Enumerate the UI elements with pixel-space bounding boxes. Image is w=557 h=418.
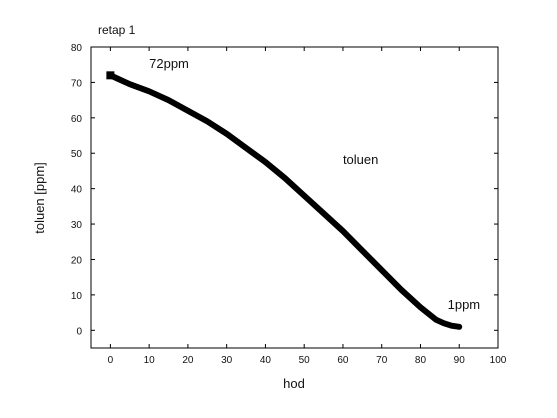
plot-frame <box>90 46 499 349</box>
y-tick-label: 30 <box>71 220 83 231</box>
y-axis: 0 10 20 30 40 50 60 70 80 <box>71 43 498 337</box>
x-tick-label: 90 <box>454 355 466 366</box>
x-tick-label: 60 <box>337 355 349 366</box>
x-tick-label: 0 <box>108 355 114 366</box>
annotation-layer: 72ppm toluen 1ppm <box>149 56 480 312</box>
y-tick-label: 80 <box>71 43 83 54</box>
annotation-label: 1ppm <box>448 297 481 312</box>
y-tick-label: 40 <box>71 185 83 196</box>
y-tick-label: 60 <box>71 114 83 125</box>
y-tick-label: 0 <box>76 326 82 337</box>
x-tick-label: 80 <box>415 355 427 366</box>
y-tick-label: 20 <box>71 255 83 266</box>
series-start-marker <box>106 71 115 80</box>
x-tick-label: 70 <box>376 355 388 366</box>
x-tick-label: 100 <box>490 355 507 366</box>
chart-title: retap 1 <box>98 23 136 37</box>
x-tick-label: 20 <box>182 355 194 366</box>
y-tick-label: 10 <box>71 291 83 302</box>
x-axis: 0 10 20 30 40 50 60 70 80 90 100 <box>108 47 507 366</box>
y-tick-label: 70 <box>71 78 83 89</box>
x-axis-label: hod <box>283 376 305 391</box>
x-tick-label: 50 <box>299 355 311 366</box>
x-tick-label: 30 <box>221 355 233 366</box>
x-tick-label: 10 <box>144 355 156 366</box>
series-line-toluen <box>107 72 463 330</box>
series-layer <box>106 71 463 330</box>
x-tick-label: 40 <box>260 355 272 366</box>
y-axis-label: toluen [ppm] <box>32 162 47 234</box>
annotation-label: 72ppm <box>149 56 189 71</box>
y-tick-label: 50 <box>71 149 83 160</box>
annotation-label: toluen <box>343 152 378 167</box>
